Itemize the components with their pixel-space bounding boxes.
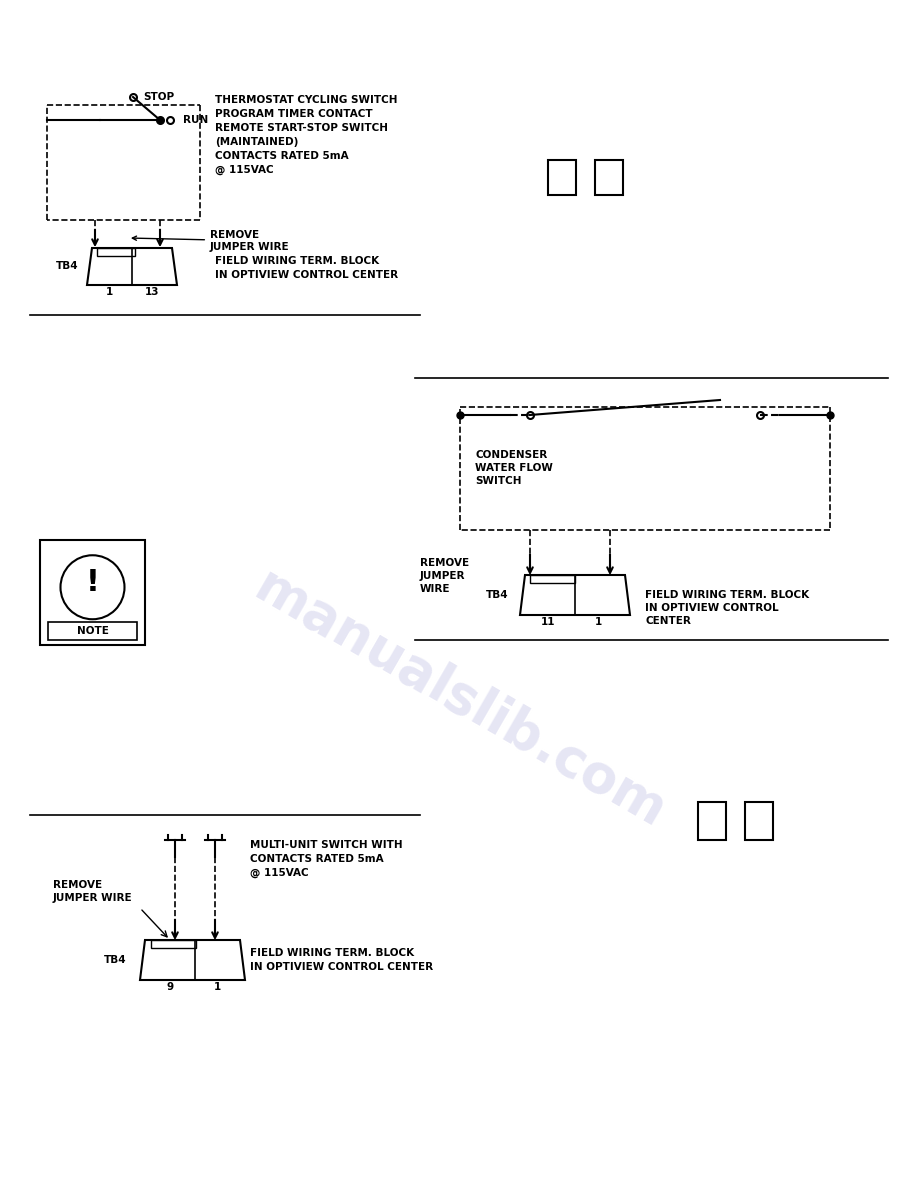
Text: THERMOSTAT CYCLING SWITCH
PROGRAM TIMER CONTACT
REMOTE START-STOP SWITCH
(MAINTA: THERMOSTAT CYCLING SWITCH PROGRAM TIMER … bbox=[215, 95, 397, 176]
Text: TB4: TB4 bbox=[56, 261, 79, 271]
Text: REMOVE
JUMPER
WIRE: REMOVE JUMPER WIRE bbox=[420, 558, 469, 594]
Bar bbox=[698, 802, 726, 840]
Text: MULTI-UNIT SWITCH WITH
CONTACTS RATED 5mA
@ 115VAC: MULTI-UNIT SWITCH WITH CONTACTS RATED 5m… bbox=[250, 840, 403, 878]
Text: FIELD WIRING TERM. BLOCK
IN OPTIVIEW CONTROL CENTER: FIELD WIRING TERM. BLOCK IN OPTIVIEW CON… bbox=[215, 257, 398, 279]
Text: 9: 9 bbox=[166, 982, 174, 992]
Text: 1: 1 bbox=[213, 982, 220, 992]
Text: TB4: TB4 bbox=[105, 955, 127, 965]
Text: STOP: STOP bbox=[143, 91, 174, 102]
Text: 1: 1 bbox=[106, 287, 113, 297]
Bar bbox=[548, 160, 576, 195]
Text: FIELD WIRING TERM. BLOCK
IN OPTIVIEW CONTROL
CENTER: FIELD WIRING TERM. BLOCK IN OPTIVIEW CON… bbox=[645, 590, 809, 626]
Text: TB4: TB4 bbox=[486, 590, 508, 600]
Text: REMOVE
JUMPER WIRE: REMOVE JUMPER WIRE bbox=[132, 230, 289, 252]
Bar bbox=[48, 623, 137, 640]
Bar bbox=[97, 248, 135, 255]
Text: NOTE: NOTE bbox=[76, 626, 108, 636]
Text: REMOVE
JUMPER WIRE: REMOVE JUMPER WIRE bbox=[53, 880, 132, 903]
Text: manualslib.com: manualslib.com bbox=[245, 561, 675, 839]
Bar bbox=[40, 541, 145, 645]
Bar bbox=[745, 802, 773, 840]
Text: RUN: RUN bbox=[183, 115, 208, 125]
Text: CONDENSER
WATER FLOW
SWITCH: CONDENSER WATER FLOW SWITCH bbox=[475, 450, 553, 486]
Text: FIELD WIRING TERM. BLOCK
IN OPTIVIEW CONTROL CENTER: FIELD WIRING TERM. BLOCK IN OPTIVIEW CON… bbox=[250, 948, 433, 972]
Bar bbox=[530, 575, 575, 583]
Text: !: ! bbox=[85, 568, 99, 596]
Text: 11: 11 bbox=[541, 617, 555, 627]
Text: 13: 13 bbox=[145, 287, 159, 297]
Bar bbox=[595, 160, 623, 195]
Text: 1: 1 bbox=[594, 617, 601, 627]
Bar bbox=[151, 940, 196, 948]
